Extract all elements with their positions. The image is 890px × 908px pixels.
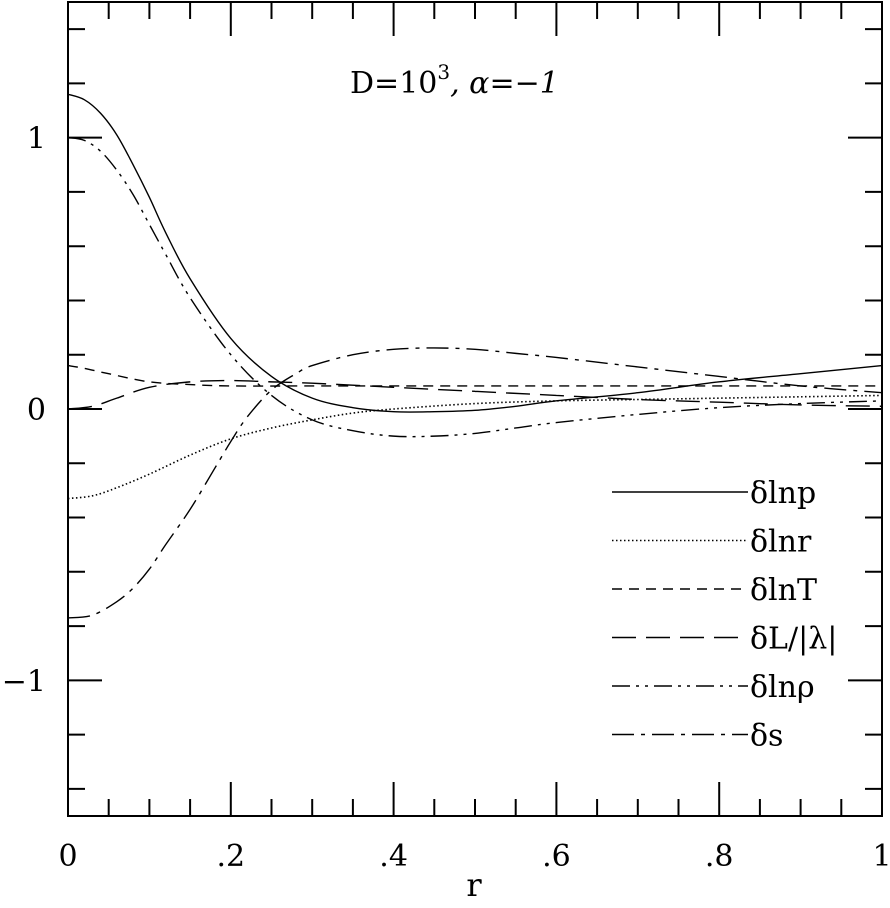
y-tick-label: 1	[27, 122, 46, 157]
x-tick-label: .6	[542, 839, 571, 874]
x-tick-label: .8	[705, 839, 734, 874]
x-tick-label: 1	[872, 839, 890, 874]
x-tick-label: .4	[379, 839, 408, 874]
series-layer	[67, 93, 883, 619]
series-line-1	[67, 93, 883, 413]
legend-label-5: δlnρ	[750, 670, 815, 705]
ticks-layer	[67, 2, 883, 816]
annotation-superscript: 3	[437, 60, 450, 84]
series-line-4	[67, 379, 883, 410]
legend-label-1: δlnp	[750, 476, 816, 511]
y-tick-label: 0	[27, 393, 46, 428]
annotation-main: D=10	[350, 66, 437, 101]
series-line-6	[67, 347, 883, 619]
y-tick-label: −1	[2, 664, 46, 699]
legend-label-2: δlnr	[750, 525, 812, 560]
legend-label-4: δL/|λ|	[750, 622, 837, 657]
annotation-alpha: , α=−1	[450, 66, 559, 101]
labels-layer: 0 .2 .4 .6 .8 1 1 0 −1	[2, 122, 890, 874]
x-tick-label: .2	[216, 839, 245, 874]
legend-label-6: δs	[750, 719, 783, 754]
plot-frame	[67, 1, 883, 817]
chart-annotation: D=103, α=−1	[350, 60, 559, 101]
x-axis-label: r	[466, 866, 482, 903]
x-tick-label: 0	[58, 839, 77, 874]
legend: δlnp δlnr δlnT δL/|λ| δlnρ δs	[612, 476, 837, 754]
legend-label-3: δlnT	[750, 573, 817, 608]
series-line-3	[67, 364, 882, 387]
series-line-2	[67, 394, 883, 500]
